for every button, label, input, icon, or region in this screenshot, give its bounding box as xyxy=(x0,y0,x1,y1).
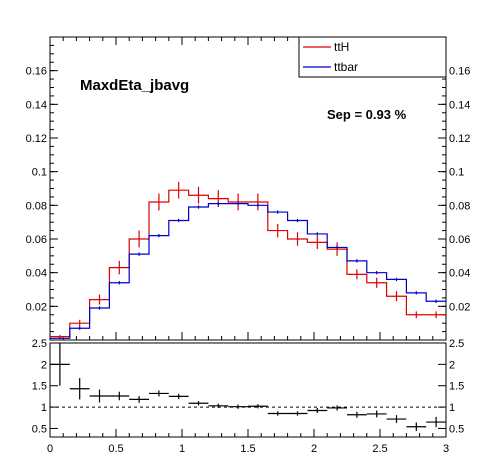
y-tick-label-right: 0.1 xyxy=(449,167,464,179)
y-tick-label: 0.06 xyxy=(26,234,47,246)
ratio-y-tick-label-right: 1.5 xyxy=(449,381,464,393)
x-tick-label: 0 xyxy=(47,443,53,455)
ratio-y-tick-label: 1.5 xyxy=(32,381,47,393)
plot-title: MaxdEta_jbavg xyxy=(80,77,189,94)
y-tick-label-right: 0.16 xyxy=(449,66,470,78)
y-tick-label: 0.08 xyxy=(26,200,47,212)
y-tick-label: 0.14 xyxy=(26,99,47,111)
ratio-y-tick-label-right: 2 xyxy=(449,359,455,371)
y-tick-label: 0.12 xyxy=(26,133,47,145)
y-tick-label-right: 0.04 xyxy=(449,268,470,280)
x-tick-label: 0.5 xyxy=(108,443,123,455)
y-tick-label: 0.16 xyxy=(26,66,47,78)
ratio-points xyxy=(50,343,446,432)
ratio-y-tick-label: 2.5 xyxy=(32,338,47,350)
y-tick-label-right: 0.06 xyxy=(449,234,470,246)
x-tick-label: 3 xyxy=(443,443,449,455)
legend: ttH ttbar xyxy=(298,36,447,78)
ratio-y-tick-label: 0.5 xyxy=(32,423,47,435)
legend-label-tth: ttH xyxy=(334,40,349,54)
y-tick-label-right: 0.08 xyxy=(449,200,470,212)
ratio-axis-ticks: 0.5 0.51 11.5 1.52 22.5 2.50 0.5 1 1.5 2 2.5 3 xyxy=(32,338,465,455)
ratio-y-tick-label: 2 xyxy=(41,359,47,371)
y-tick-label: 0.04 xyxy=(26,268,47,280)
y-tick-label: 0.02 xyxy=(26,301,47,313)
ratio-plot: 0.5 0.51 11.5 1.52 22.5 2.50 0.5 1 1.5 2 2.5 3 xyxy=(32,338,465,455)
ratio-y-tick-label-right: 2.5 xyxy=(449,338,464,350)
y-tick-label-right: 0.02 xyxy=(449,301,470,313)
ratio-y-tick-label-right: 0.5 xyxy=(449,423,464,435)
upper-series xyxy=(50,181,446,340)
series-line-ttbar xyxy=(50,203,446,339)
legend-box xyxy=(298,36,447,78)
x-tick-label: 1 xyxy=(179,443,185,455)
x-tick-label: 1.5 xyxy=(240,443,255,455)
y-tick-label: 0.1 xyxy=(32,167,47,179)
upper-axis-ticks: 0.02 0.02 0.04 0.04 0.06 0.06 0.08 0.08 0.1 0.1 0.… xyxy=(26,37,470,340)
ratio-y-tick-label-right: 1 xyxy=(449,402,455,414)
separation-annotation: Sep = 0.93 % xyxy=(327,107,407,122)
x-tick-label: 2 xyxy=(311,443,317,455)
upper-plot: 0.02 0.02 0.04 0.04 0.06 0.06 0.08 0.08 0.1 0.1 0.… xyxy=(26,36,470,341)
y-tick-label-right: 0.12 xyxy=(449,133,470,145)
ratio-y-tick-label: 1 xyxy=(41,402,47,414)
x-tick-label: 2.5 xyxy=(372,443,387,455)
y-tick-label-right: 0.14 xyxy=(449,99,470,111)
legend-label-ttbar: ttbar xyxy=(334,60,358,74)
